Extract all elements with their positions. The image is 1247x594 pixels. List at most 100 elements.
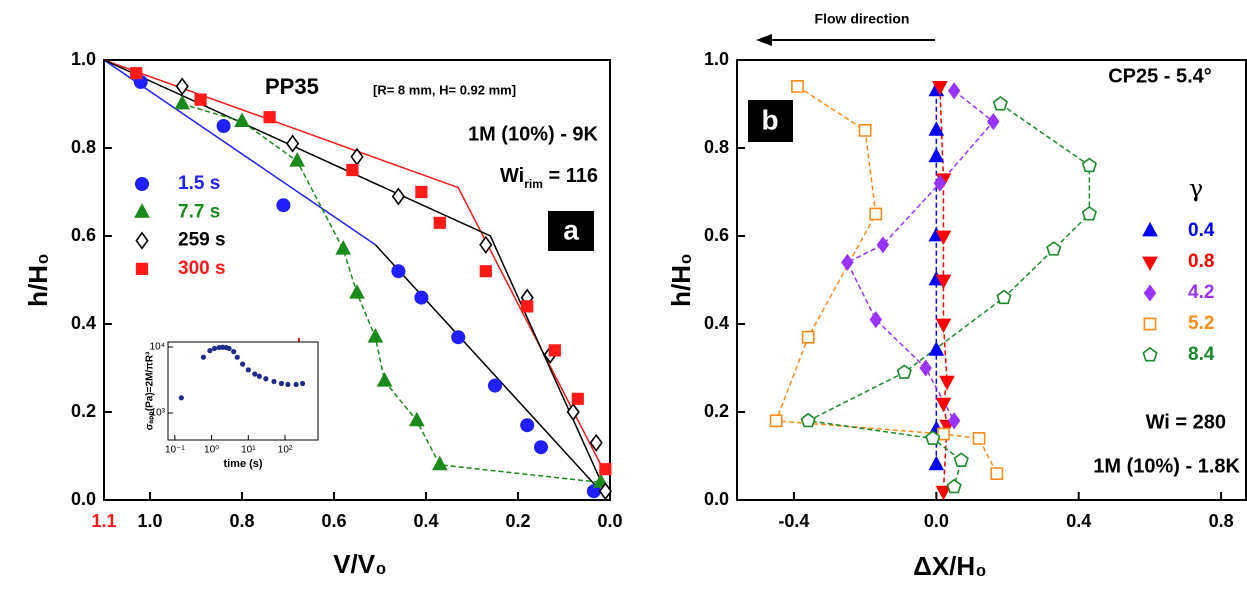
marker xyxy=(433,216,446,229)
marker xyxy=(800,412,816,428)
x-tick-label: 0.4 xyxy=(1066,511,1091,531)
inset-point xyxy=(200,354,207,360)
marker xyxy=(919,359,932,377)
legend-marker xyxy=(1142,347,1158,362)
marker xyxy=(276,198,291,213)
marker xyxy=(548,344,561,357)
y-axis-label: h/H₀ xyxy=(666,253,696,307)
annotation: 1M (10%) - 1.8K xyxy=(1093,455,1240,477)
marker xyxy=(598,482,612,501)
inset-point xyxy=(240,361,246,367)
marker xyxy=(1081,206,1097,221)
inset-y-label: σₐₚₚ(Pa)=2M/πR³ xyxy=(145,351,156,430)
marker xyxy=(234,112,250,127)
series-line xyxy=(846,90,995,422)
legend-label: 300 s xyxy=(178,258,226,279)
y-tick-label: 0.8 xyxy=(704,137,729,157)
wi-main: Wi xyxy=(500,165,524,187)
legend-title: γ xyxy=(1189,175,1203,203)
annotation: CP25 - 5.4° xyxy=(1108,65,1212,87)
legend-label: 0.8 xyxy=(1188,251,1214,272)
y-tick-label: 0.6 xyxy=(704,225,729,245)
marker xyxy=(130,67,143,80)
x-axis-label: V/V₀ xyxy=(333,549,387,579)
marker xyxy=(391,187,405,206)
x-tick-label: 0.8 xyxy=(229,511,254,531)
y-tick-label: 0.2 xyxy=(704,401,729,421)
marker xyxy=(376,372,393,387)
marker xyxy=(346,163,359,177)
legend-label: 8.4 xyxy=(1188,344,1215,365)
legend-marker xyxy=(135,177,149,191)
marker xyxy=(801,330,815,344)
annotation: 1M (10%) - 9K xyxy=(468,123,599,145)
marker xyxy=(992,96,1009,111)
panel-label: a xyxy=(563,214,579,245)
fit-line xyxy=(103,59,607,474)
marker xyxy=(566,402,580,422)
inset-point xyxy=(207,348,213,354)
marker xyxy=(520,418,535,433)
marker xyxy=(935,397,952,413)
marker xyxy=(194,93,207,106)
legend-label: 1.5 s xyxy=(178,173,220,194)
annotation: Flow direction xyxy=(815,11,910,27)
legend-marker xyxy=(135,262,149,275)
marker xyxy=(479,265,492,278)
marker xyxy=(174,94,191,110)
x-tick-label: 1.1 xyxy=(91,511,116,531)
inset-point xyxy=(245,367,251,373)
plot-frame xyxy=(103,59,611,501)
legend-label: 259 s xyxy=(178,230,226,251)
panel-label: b xyxy=(761,104,778,135)
marker xyxy=(415,185,428,199)
marker xyxy=(589,433,603,452)
marker xyxy=(953,452,969,467)
marker xyxy=(876,236,890,254)
marker xyxy=(263,111,276,124)
marker xyxy=(431,455,448,471)
x-tick-label: 1.0 xyxy=(137,511,162,531)
marker xyxy=(928,341,945,356)
plot-frame xyxy=(736,59,1247,501)
fit-line xyxy=(374,244,602,492)
marker xyxy=(928,455,945,471)
x-tick-label: -0.4 xyxy=(778,511,809,531)
marker xyxy=(391,264,406,279)
legend-label: 4.2 xyxy=(1188,282,1214,303)
marker xyxy=(939,375,955,391)
y-tick-label: 0.8 xyxy=(71,137,96,157)
x-tick-label: 0.2 xyxy=(505,511,530,531)
marker xyxy=(987,113,1000,131)
marker xyxy=(769,414,783,428)
legend-marker xyxy=(1143,284,1157,302)
x-axis-label: ΔX/H₀ xyxy=(913,551,987,581)
marker xyxy=(935,318,952,334)
marker xyxy=(932,81,948,96)
annotation: [R= 8 mm, H= 0.92 mm] xyxy=(373,82,516,97)
y-tick-label: 0.4 xyxy=(71,313,96,333)
marker xyxy=(946,478,962,494)
y-tick-label: 0.0 xyxy=(704,489,729,509)
inset-x-tick-label: 10⁻¹ xyxy=(165,445,185,456)
legend-marker xyxy=(1143,317,1157,331)
marker xyxy=(928,121,945,136)
inset-x-tick-label: 10² xyxy=(278,445,293,456)
marker xyxy=(488,378,502,393)
legend-marker xyxy=(1142,221,1158,237)
marker xyxy=(996,289,1012,305)
inset-point xyxy=(293,381,299,388)
y-tick-label: 0.6 xyxy=(71,225,96,245)
inset-point xyxy=(226,345,232,352)
y-axis-label: h/H₀ xyxy=(23,253,53,307)
marker xyxy=(935,274,952,290)
marker xyxy=(935,230,952,246)
marker xyxy=(350,147,364,166)
x-tick-label: 0.4 xyxy=(413,511,438,531)
marker xyxy=(896,364,912,379)
marker xyxy=(928,147,945,163)
marker xyxy=(935,485,952,501)
marker xyxy=(972,432,986,445)
panel-label-box xyxy=(748,100,793,142)
